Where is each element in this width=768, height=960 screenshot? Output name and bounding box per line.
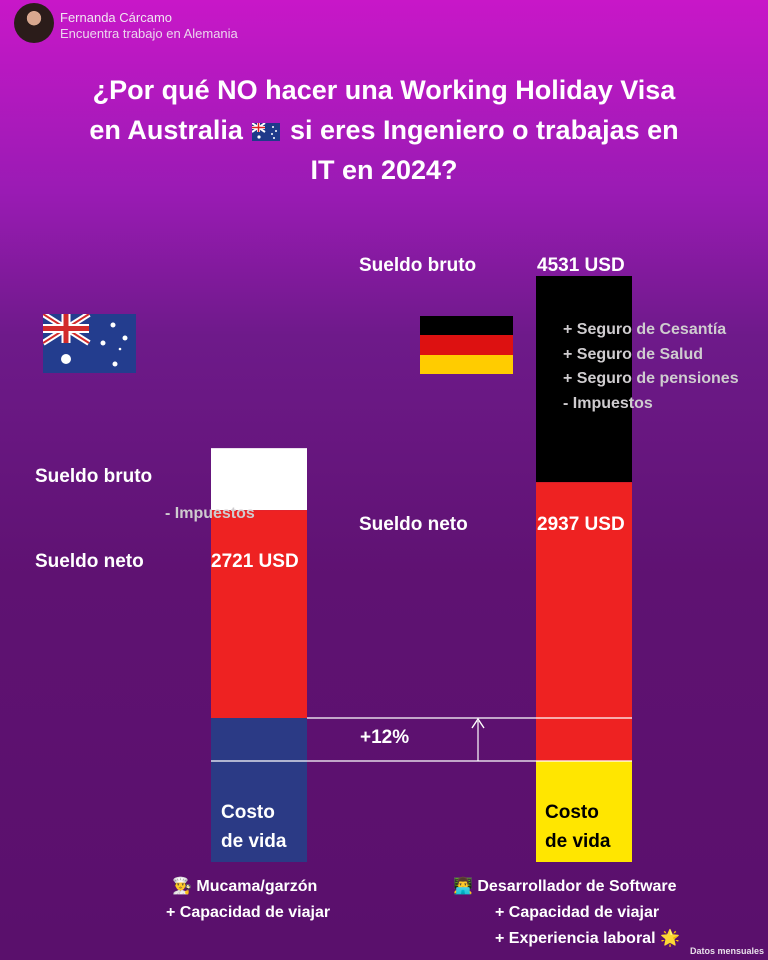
australia-cost-label-line-1: Costo (221, 802, 275, 823)
australia-cost-of-living-bar-segment (211, 718, 307, 862)
germany-cost-label-line-2: de vida (545, 831, 611, 852)
germany-cost-label-line-1: Costo (545, 802, 599, 823)
title-line-2-pre: en Australia (89, 115, 243, 145)
australia-net-label: Sueldo neto (35, 551, 144, 572)
author-avatar (14, 3, 54, 43)
australia-job-line-2: + Capacidad de viajar (166, 904, 331, 921)
australia-job-line-1: 👨‍🍳 Mucama/garzón (172, 874, 330, 900)
australia-net-value: 2721 USD (211, 551, 299, 572)
title-line-2: en Australia si eres Ingeniero o trabaja… (60, 110, 708, 150)
germany-cost-label: Costo de vida (545, 798, 610, 856)
germany-deduction-item: - Impuestos (563, 394, 653, 412)
germany-gross-bar-segment (536, 276, 632, 483)
australia-cost-label-line-2: de vida (221, 831, 287, 852)
germany-net-bar-segment (536, 482, 632, 761)
germany-cost-of-living-bar-segment (536, 761, 632, 862)
germany-gross-label: Sueldo bruto (359, 255, 477, 276)
title-line-2-post: si eres Ingeniero o trabajas en (289, 115, 679, 145)
germany-job-line-2: + Capacidad de viajar (495, 904, 660, 921)
australia-cost-label: Costo de vida (221, 798, 286, 856)
germany-net-label: Sueldo neto (359, 514, 468, 535)
germany-net-value: 2937 USD (537, 514, 625, 535)
australia-job-title: Mucama/garzón (196, 878, 318, 895)
germany-job-title: Desarrollador de Software (477, 878, 677, 895)
footnote: Datos mensuales (689, 946, 764, 956)
australia-deductions: - Impuestos (165, 505, 255, 522)
page-title: ¿Por qué NO hacer una Working Holiday Vi… (60, 70, 708, 190)
chef-icon: 👨‍🍳 (172, 878, 192, 895)
australia-gross-label: Sueldo bruto (35, 466, 153, 487)
germany-job-line-3: + Experiencia laboral 🌟 (495, 926, 680, 952)
germany-gross-value: 4531 USD (537, 255, 625, 276)
germany-deductions-list: + Seguro de Cesantía + Seguro de Salud +… (563, 318, 739, 416)
title-line-3: IT en 2024? (310, 155, 458, 185)
author-subtitle: Encuentra trabajo en Alemania (60, 26, 238, 41)
star-icon: 🌟 (659, 930, 680, 947)
australia-job: 👨‍🍳 Mucama/garzón + Capacidad de viajar (166, 874, 330, 926)
germany-flag-icon (420, 316, 513, 374)
author-name: Fernanda Cárcamo (60, 10, 172, 25)
difference-label: +12% (360, 727, 410, 748)
title-line-1: ¿Por qué NO hacer una Working Holiday Vi… (92, 75, 676, 105)
germany-job: 👨‍💻 Desarrollador de Software + Capacida… (453, 874, 680, 952)
australia-gross-bar-segment (211, 448, 307, 511)
australia-net-bar-segment (211, 510, 307, 718)
germany-job-line-3-text: + Experiencia laboral (495, 930, 656, 947)
australia-gross-value: 3200 USD (211, 466, 299, 487)
germany-deduction-item: + Seguro de pensiones (563, 370, 739, 387)
difference-arrow-icon (471, 717, 485, 729)
technologist-icon: 👨‍💻 (453, 878, 473, 895)
australia-flag-icon (252, 123, 281, 141)
australia-flag-icon (43, 314, 136, 373)
germany-job-line-1: 👨‍💻 Desarrollador de Software (453, 874, 680, 900)
germany-deduction-item: + Seguro de Salud (563, 345, 704, 363)
germany-deduction-item: + Seguro de Cesantía (563, 321, 727, 338)
